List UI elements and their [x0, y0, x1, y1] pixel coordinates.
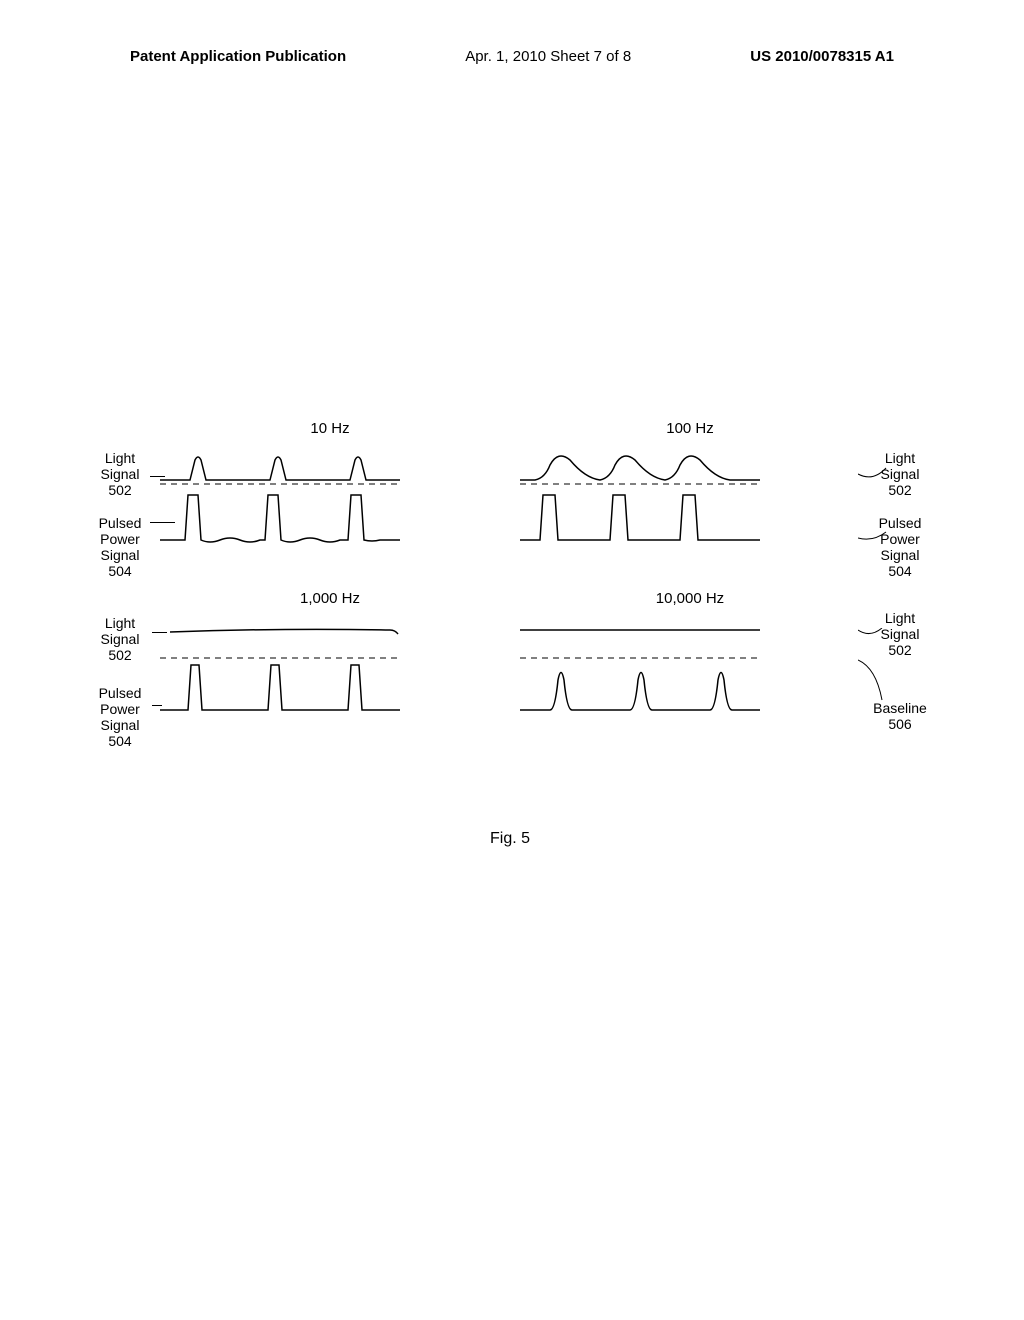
leader-pulse-10hz [150, 522, 175, 523]
panel-10hz: 10 Hz LightSignal502 PulsedPowerSignal50… [150, 440, 510, 590]
waveform-1000hz [150, 610, 410, 730]
leader-light-10hz [150, 476, 165, 477]
waveform-10000hz [510, 610, 770, 730]
leader-pulse-1000hz [152, 705, 162, 706]
page-header: Patent Application Publication Apr. 1, 2… [0, 48, 1024, 65]
header-left: Patent Application Publication [130, 48, 346, 65]
label-pulse-1000hz: PulsedPowerSignal504 [90, 685, 150, 749]
figure-5: 10 Hz LightSignal502 PulsedPowerSignal50… [150, 440, 870, 848]
waveform-10hz [150, 440, 410, 560]
leader-pulse-100hz [858, 530, 888, 545]
waveform-100hz [510, 440, 770, 560]
leader-light-100hz [858, 464, 888, 484]
freq-label-100hz: 100 Hz [666, 420, 714, 437]
leader-light-1000hz [152, 632, 167, 633]
label-pulse-100hz: PulsedPowerSignal504 [870, 515, 930, 579]
leader-baseline-10000hz [858, 658, 886, 703]
panel-100hz: 100 Hz LightSignal502 PulsedPowerSignal5… [510, 440, 870, 590]
header-center: Apr. 1, 2010 Sheet 7 of 8 [465, 48, 631, 65]
freq-label-1000hz: 1,000 Hz [300, 590, 360, 607]
panel-10000hz: 10,000 Hz LightSignal502 Baseline506 [510, 610, 870, 760]
figure-caption: Fig. 5 [150, 830, 870, 848]
label-light-1000hz: LightSignal502 [90, 615, 150, 663]
panel-grid: 10 Hz LightSignal502 PulsedPowerSignal50… [150, 440, 870, 760]
label-baseline-10000hz: Baseline506 [870, 700, 930, 732]
freq-label-10000hz: 10,000 Hz [656, 590, 724, 607]
header-right: US 2010/0078315 A1 [750, 48, 894, 65]
freq-label-10hz: 10 Hz [310, 420, 349, 437]
label-pulse-10hz: PulsedPowerSignal504 [90, 515, 150, 579]
label-light-10hz: LightSignal502 [90, 450, 150, 498]
leader-light-10000hz [858, 628, 884, 642]
panel-1000hz: 1,000 Hz LightSignal502 PulsedPowerSigna… [150, 610, 510, 760]
